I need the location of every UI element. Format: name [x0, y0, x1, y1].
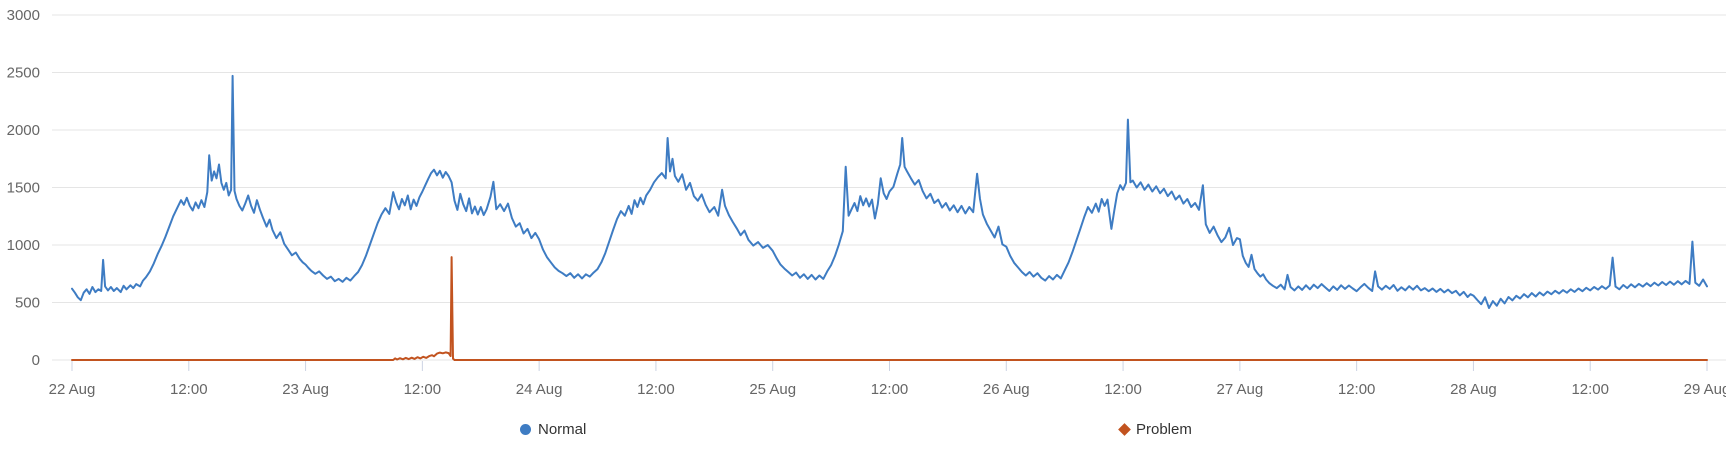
normal-series-line	[71, 74, 1708, 309]
x-axis-label: 22 Aug	[49, 381, 96, 398]
x-axis-label: 12:00	[404, 381, 442, 398]
problem-series-line	[71, 256, 1708, 361]
x-axis-label: 12:00	[871, 381, 909, 398]
x-axis-label: 26 Aug	[983, 381, 1030, 398]
x-axis-label: 12:00	[637, 381, 675, 398]
y-axis-label: 500	[15, 295, 40, 312]
x-axis-label: 12:00	[1571, 381, 1609, 398]
legend-label-problem: Problem	[1136, 421, 1192, 438]
x-axis-label: 28 Aug	[1450, 381, 1497, 398]
y-axis-label: 3000	[7, 7, 40, 24]
legend-item-problem[interactable]: Problem	[1118, 421, 1192, 438]
x-axis-label: 12:00	[1338, 381, 1376, 398]
y-axis-label: 2500	[7, 65, 40, 82]
legend-item-normal[interactable]: Normal	[520, 421, 586, 438]
x-axis-label: 27 Aug	[1216, 381, 1263, 398]
x-axis-label: 24 Aug	[516, 381, 563, 398]
x-axis-label: 12:00	[170, 381, 208, 398]
legend-label-normal: Normal	[538, 421, 587, 438]
normal-series-marker-circle-icon	[520, 424, 531, 435]
x-axis-label: 29 Aug	[1684, 381, 1726, 398]
y-axis-label: 0	[32, 352, 40, 369]
y-axis-label: 2000	[7, 122, 40, 139]
x-axis-label: 25 Aug	[749, 381, 796, 398]
x-axis-label: 23 Aug	[282, 381, 329, 398]
problem-series-marker-diamond-icon	[1118, 423, 1131, 436]
y-axis-label: 1500	[7, 180, 40, 197]
y-axis-label: 1000	[7, 237, 40, 254]
x-axis-label: 12:00	[1104, 381, 1142, 398]
